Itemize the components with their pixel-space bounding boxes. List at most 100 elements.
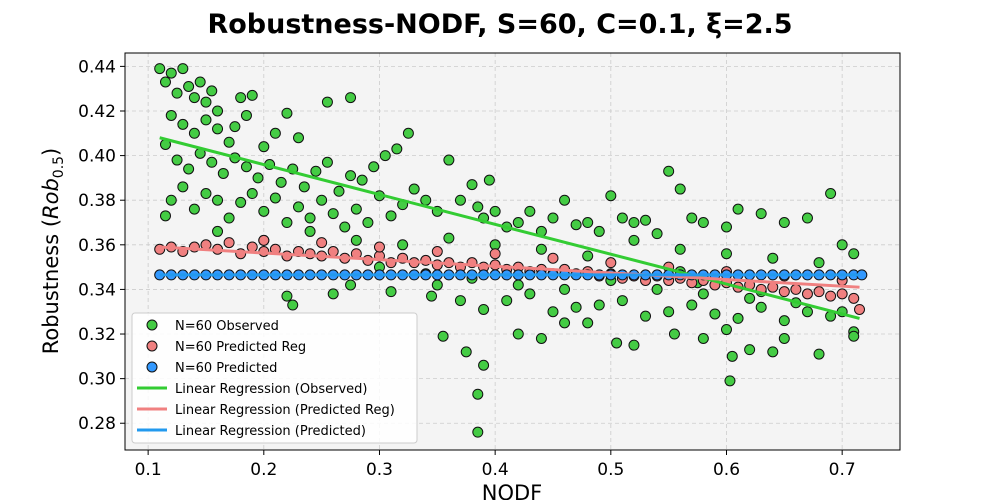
data-point [651, 228, 663, 240]
y-axis-ticks: 0.28 0.30 0.32 0.34 0.36 0.38 0.40 0.42 0.44 [78, 57, 125, 434]
data-point [559, 283, 571, 295]
data-point [616, 295, 628, 307]
data-point [217, 167, 229, 179]
legend-marker [146, 361, 158, 373]
data-point [501, 295, 513, 307]
data-point [223, 237, 235, 249]
data-point [350, 234, 362, 246]
data-point [426, 290, 438, 302]
data-point [582, 317, 594, 329]
data-point [570, 219, 582, 231]
legend-label: Linear Regression (Predicted Reg) [175, 403, 395, 418]
y-axis-label-italic: Rob [39, 178, 63, 219]
data-point [327, 208, 339, 220]
y-tick-label: 0.32 [78, 325, 116, 345]
y-tick-label: 0.40 [78, 147, 116, 167]
legend-label: N=60 Observed [175, 319, 279, 334]
data-point [350, 203, 362, 215]
data-point [726, 350, 738, 362]
data-point [373, 241, 385, 253]
chart-title: Robustness-NODF, S=60, C=0.1, ξ=2.5 [207, 9, 792, 40]
data-point [489, 248, 501, 260]
data-point [732, 203, 744, 215]
data-point [321, 96, 333, 108]
data-point [304, 225, 316, 237]
data-point [744, 344, 756, 356]
data-point [559, 317, 571, 329]
data-point [755, 301, 767, 313]
data-point [258, 234, 270, 246]
data-point [200, 114, 212, 126]
data-point [472, 426, 484, 438]
y-tick-label: 0.36 [78, 236, 116, 256]
data-point [483, 174, 495, 186]
data-point [512, 328, 524, 340]
data-point [443, 232, 455, 244]
data-point [183, 163, 195, 175]
data-point [345, 170, 357, 182]
data-point [674, 243, 686, 255]
data-point [408, 183, 420, 195]
data-point [281, 217, 293, 229]
data-point [258, 141, 270, 153]
data-point [593, 299, 605, 311]
data-point [171, 154, 183, 166]
data-point [275, 176, 287, 188]
data-point [379, 150, 391, 162]
data-point [246, 241, 258, 253]
legend-box [131, 312, 418, 444]
data-point [431, 246, 443, 257]
y-tick-label: 0.42 [78, 102, 116, 122]
data-point [339, 221, 351, 233]
data-point [605, 257, 617, 269]
data-point [709, 308, 721, 320]
data-point [535, 332, 547, 344]
data-point [848, 292, 860, 304]
data-point [316, 194, 328, 206]
data-point [478, 359, 490, 371]
data-point [304, 212, 316, 224]
data-point [212, 194, 224, 206]
data-point [778, 315, 790, 327]
data-point [310, 165, 322, 177]
legend-item: Linear Regression (Predicted Reg) [137, 403, 395, 418]
data-point [697, 332, 709, 344]
data-point [183, 80, 195, 92]
data-point [431, 279, 443, 291]
data-point [767, 252, 779, 264]
data-point [790, 283, 802, 295]
data-point [640, 310, 652, 322]
data-point [443, 154, 455, 166]
data-point [813, 286, 825, 298]
data-point [200, 96, 212, 108]
data-point [720, 248, 732, 260]
data-point [194, 76, 206, 88]
data-point [813, 257, 825, 269]
data-point [472, 388, 484, 400]
data-point [854, 303, 866, 315]
data-point [298, 181, 310, 193]
data-point [668, 328, 680, 340]
legend-label: Linear Regression (Observed) [175, 382, 367, 397]
legend-item: N=60 Observed [146, 319, 279, 334]
data-point [605, 190, 617, 202]
data-point [720, 221, 732, 233]
data-point [801, 288, 813, 300]
legend-item: Linear Regression (Predicted) [137, 424, 366, 439]
data-point [778, 286, 790, 298]
data-point [674, 183, 686, 195]
data-point [327, 246, 339, 257]
data-point [524, 288, 536, 300]
data-point [356, 174, 368, 186]
data-point [460, 346, 472, 358]
data-point [281, 290, 293, 302]
legend-item: Linear Regression (Observed) [137, 382, 367, 397]
data-point [171, 87, 183, 99]
data-point [188, 127, 200, 139]
data-point [478, 303, 490, 315]
plot-frame [124, 52, 901, 451]
data-point [848, 248, 860, 260]
y-tick-label: 0.30 [78, 370, 116, 390]
x-tick-label: 0.2 [250, 460, 277, 480]
